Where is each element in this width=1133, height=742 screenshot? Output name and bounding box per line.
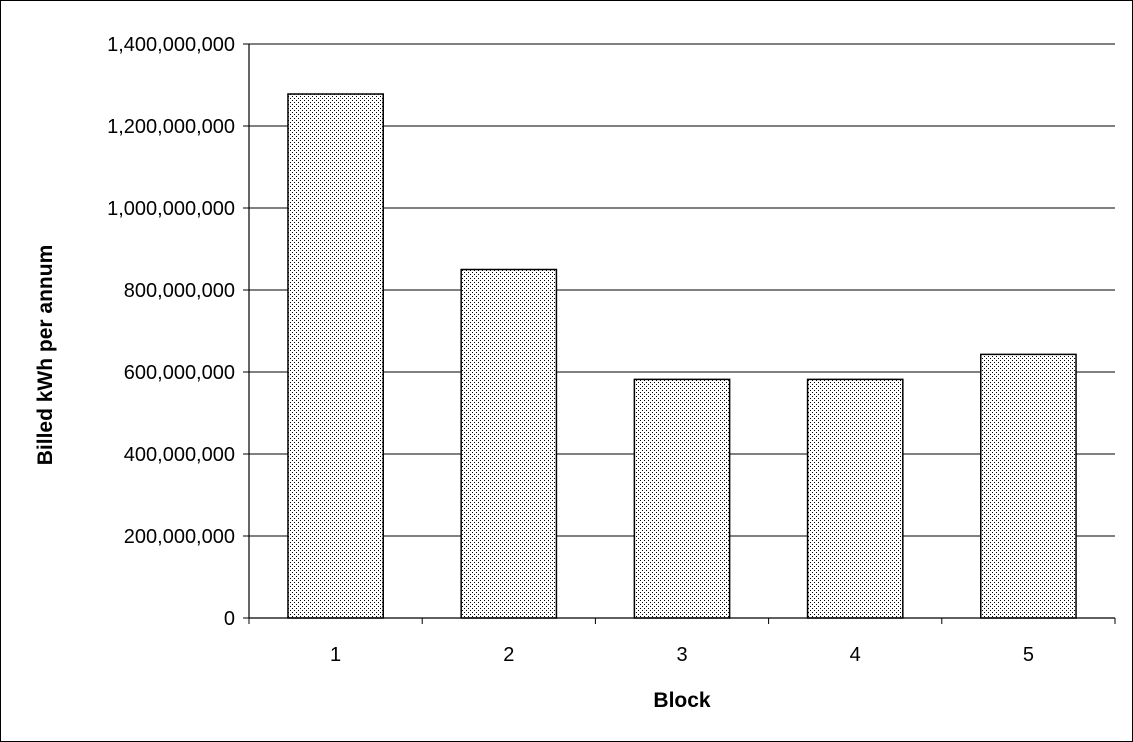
bars [287, 93, 1077, 619]
y-tick-label: 1,400,000,000 [107, 34, 235, 56]
y-tick-label: 600,000,000 [124, 362, 235, 384]
x-axis-title: Block [653, 689, 711, 712]
x-tick-label: 4 [850, 644, 861, 666]
axes [243, 43, 1116, 624]
y-tick-label: 1,200,000,000 [107, 116, 235, 138]
y-tick-label: 400,000,000 [124, 444, 235, 466]
x-tick-label: 3 [676, 644, 687, 666]
y-tick-label: 1,000,000,000 [107, 198, 235, 220]
bar [287, 93, 384, 619]
y-tick-label: 800,000,000 [124, 280, 235, 302]
y-tick-label: 200,000,000 [124, 526, 235, 548]
bar [460, 268, 558, 619]
x-tick-label: 5 [1023, 644, 1034, 666]
y-axis-title: Billed kWh per annum [34, 245, 57, 466]
bar [806, 378, 904, 619]
x-tick-label: 1 [330, 644, 341, 666]
y-tick-label: 0 [224, 608, 235, 630]
x-tick-labels: 1 2 3 4 5 [330, 644, 1034, 666]
x-tick-label: 2 [503, 644, 514, 666]
bar [633, 378, 731, 619]
bar [980, 353, 1077, 619]
y-tick-labels: 0 200,000,000 400,000,000 600,000,000 800,00… [107, 34, 235, 630]
gridlines [249, 43, 1115, 537]
